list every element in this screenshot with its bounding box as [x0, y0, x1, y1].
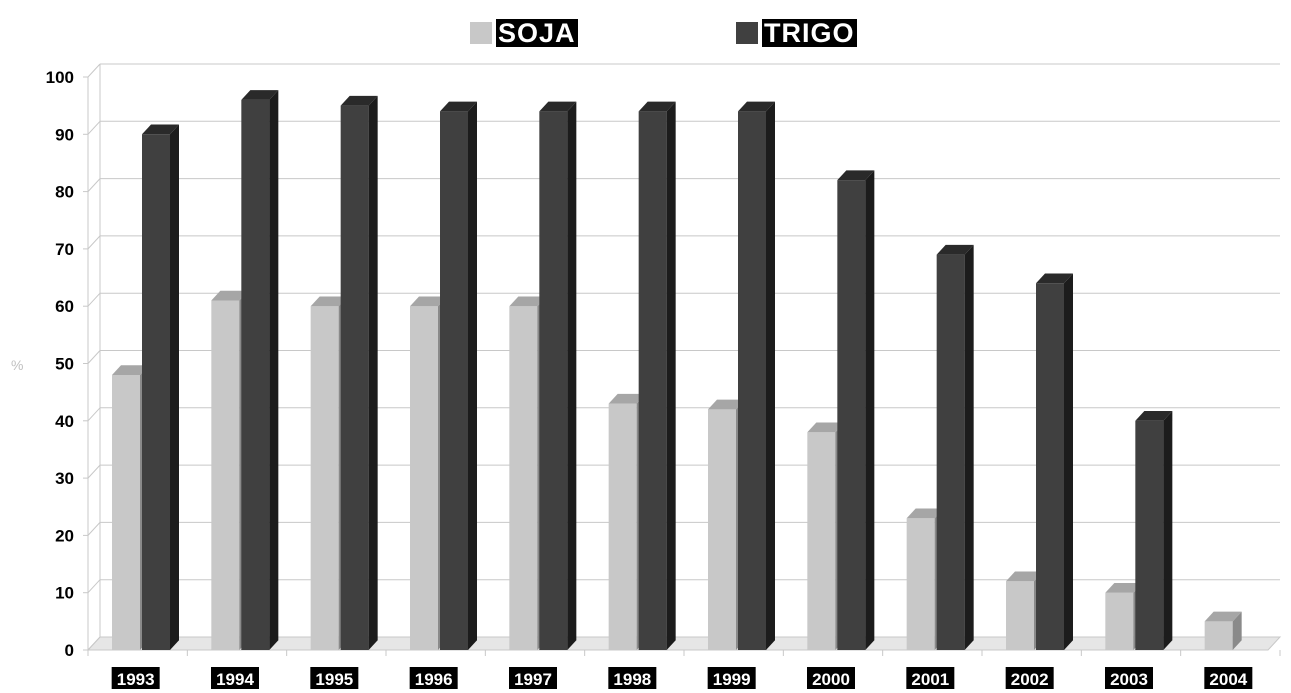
x-tick-label: 2000: [812, 670, 850, 689]
y-tick-label: 90: [55, 125, 74, 144]
gridline-connector: [87, 292, 101, 307]
gridline-connector: [87, 636, 101, 651]
bar-soja-2004: [1204, 611, 1242, 650]
bar-trigo-2002: [1036, 273, 1073, 650]
x-tick-label: 2002: [1011, 670, 1049, 689]
bar-trigo-1995: [340, 95, 378, 650]
x-tick-label: 2003: [1110, 670, 1148, 689]
y-tick-label: 30: [55, 469, 74, 488]
x-tick-label-bg: [807, 667, 855, 689]
y-tick-label: 70: [55, 240, 74, 259]
legend-label-soja: SOJA: [496, 18, 578, 48]
legend-swatch-soja: [470, 22, 492, 44]
gridline-connector: [87, 178, 101, 192]
x-tick-label-bg: [509, 667, 557, 689]
x-tick-label-bg: [1204, 667, 1253, 689]
legend-item-soja: SOJA: [470, 18, 578, 48]
legend-item-trigo: TRIGO: [736, 18, 857, 48]
x-tick-label-bg: [111, 667, 160, 689]
x-tick-label-bg: [707, 667, 756, 689]
x-tick-label-bg: [608, 667, 657, 689]
bar-trigo-1997: [539, 101, 577, 650]
x-tick-label: 1995: [315, 670, 353, 689]
bar-trigo-2000: [837, 170, 875, 650]
x-tick-label: 1999: [713, 670, 751, 689]
bar-trigo-2001: [936, 244, 974, 650]
y-tick-label: 50: [55, 355, 74, 374]
gridline-connector: [87, 63, 101, 78]
gridline-connector: [87, 235, 101, 250]
x-tick-label-bg: [1105, 667, 1153, 689]
gridline-connector: [87, 407, 101, 422]
x-tick-label-bg: [906, 667, 955, 689]
x-tick-label: 1994: [216, 670, 254, 689]
gridline-connector: [87, 120, 101, 135]
bar-trigo-1994: [241, 90, 279, 651]
x-tick-label-bg: [211, 667, 259, 689]
bar-trigo-1999: [738, 101, 775, 650]
bar-trigo-1993: [142, 124, 179, 651]
x-tick-label: 1993: [117, 670, 155, 689]
bar-trigo-1996: [440, 101, 477, 650]
gridline-connector: [87, 464, 101, 479]
x-tick-label: 1998: [613, 670, 651, 689]
y-tick-label: 20: [55, 526, 74, 545]
x-tick-label: 1996: [415, 670, 453, 689]
y-tick-label: 100: [46, 68, 74, 87]
x-tick-label: 1997: [514, 670, 552, 689]
y-tick-label: 0: [65, 641, 74, 660]
bar-trigo-1998: [638, 101, 676, 650]
x-tick-label-bg: [1005, 667, 1054, 689]
legend-label-trigo: TRIGO: [762, 18, 857, 48]
x-tick-label: 2004: [1209, 670, 1247, 689]
bar-trigo-2003: [1135, 411, 1173, 650]
y-tick-label: 80: [55, 183, 74, 202]
y-tick-label: 10: [55, 584, 74, 603]
y-tick-label: 60: [55, 297, 74, 316]
x-tick-label-bg: [409, 667, 458, 689]
legend-swatch-trigo: [736, 22, 758, 44]
y-tick-label: 40: [55, 412, 74, 431]
x-tick-label-bg: [310, 667, 359, 689]
y-axis-label: %: [11, 357, 24, 373]
x-tick-label: 2001: [911, 670, 949, 689]
gridline-connector: [87, 522, 101, 536]
gridline-connector: [87, 579, 101, 594]
gridline-connector: [87, 350, 101, 364]
